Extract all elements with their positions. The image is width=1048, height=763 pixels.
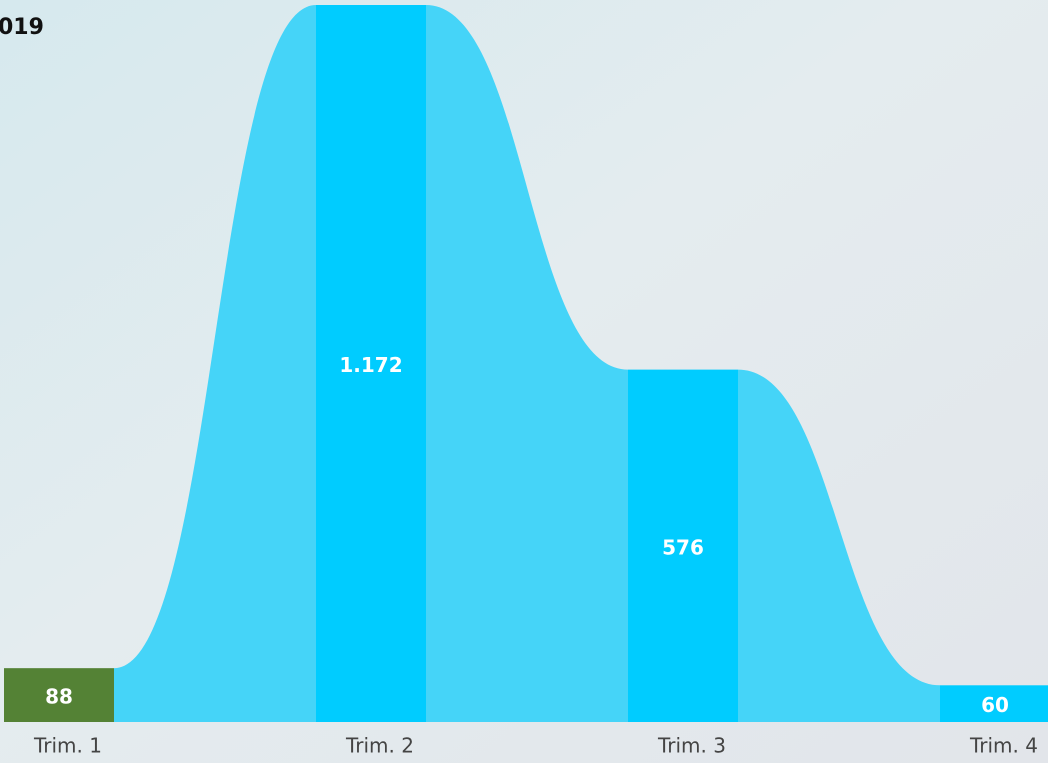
ribbon: [114, 5, 316, 722]
bar: [4, 668, 114, 722]
x-tick-label: Trim. 4: [969, 734, 1038, 758]
data-label: 576: [662, 535, 704, 559]
ribbon: [426, 5, 628, 722]
data-label: 88: [45, 685, 73, 709]
x-tick-label: Trim. 1: [33, 734, 102, 758]
data-label: 1.172: [339, 353, 402, 377]
data-label: 60: [981, 693, 1009, 717]
bar: [316, 5, 426, 722]
bar: [940, 685, 1048, 722]
ribbon: [738, 369, 940, 722]
bar: [628, 369, 738, 722]
x-tick-label: Trim. 3: [657, 734, 726, 758]
x-tick-label: Trim. 2: [345, 734, 414, 758]
chart-title: 019: [0, 15, 44, 40]
